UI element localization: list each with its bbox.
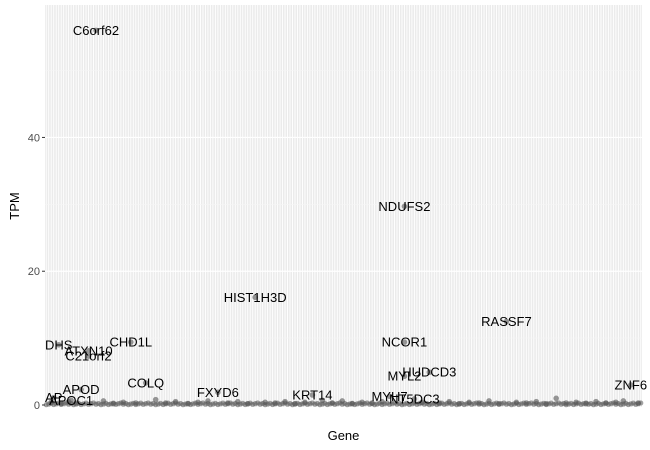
data-point bbox=[426, 369, 433, 376]
data-point bbox=[262, 399, 268, 406]
gene-label: ATXN10 bbox=[64, 343, 112, 358]
data-point bbox=[401, 203, 408, 210]
gene-label: CHD1L bbox=[110, 335, 153, 350]
data-point bbox=[349, 400, 356, 407]
data-point bbox=[319, 397, 326, 404]
data-point bbox=[339, 398, 346, 404]
gene-label: NT5DC3 bbox=[389, 391, 440, 406]
plot-panel bbox=[45, 5, 642, 407]
data-point bbox=[635, 400, 642, 406]
data-point bbox=[419, 399, 425, 406]
gene-label: DHS bbox=[45, 337, 73, 352]
data-point bbox=[100, 398, 107, 404]
data-point bbox=[503, 318, 510, 325]
gene-label: FXYD6 bbox=[197, 385, 239, 400]
data-point bbox=[142, 380, 149, 386]
data-point bbox=[120, 399, 127, 406]
data-point bbox=[379, 398, 385, 405]
data-point bbox=[620, 398, 627, 404]
data-point bbox=[543, 400, 550, 407]
data-point bbox=[85, 353, 92, 359]
data-point bbox=[282, 398, 288, 405]
y-tick-label: 0 bbox=[34, 400, 40, 412]
data-point bbox=[466, 399, 472, 406]
data-point bbox=[68, 397, 74, 404]
gene-label: RASSF7 bbox=[481, 314, 532, 329]
data-point bbox=[603, 400, 609, 406]
data-point bbox=[110, 400, 117, 407]
data-point bbox=[563, 400, 569, 406]
data-point bbox=[152, 396, 159, 403]
data-point bbox=[73, 400, 79, 406]
data-point bbox=[513, 399, 520, 406]
data-point bbox=[476, 400, 482, 406]
data-point bbox=[50, 394, 57, 401]
data-point bbox=[523, 400, 530, 406]
data-point bbox=[401, 373, 408, 380]
gene-label: NCOR1 bbox=[382, 335, 428, 350]
data-point bbox=[446, 398, 453, 405]
data-point bbox=[553, 395, 559, 402]
data-point bbox=[386, 393, 393, 400]
data-point bbox=[496, 400, 502, 407]
data-point bbox=[533, 398, 540, 405]
data-point bbox=[132, 400, 139, 406]
gene-label: C21orf2 bbox=[65, 349, 111, 364]
data-point bbox=[486, 398, 492, 404]
data-point bbox=[205, 398, 211, 404]
data-point bbox=[93, 27, 99, 34]
gene-label: APOD bbox=[63, 382, 100, 397]
data-point bbox=[85, 348, 92, 354]
gene-label: AP bbox=[45, 390, 62, 405]
data-point bbox=[401, 339, 408, 345]
gene-label: ZNF6 bbox=[615, 377, 648, 392]
data-point bbox=[225, 400, 231, 406]
data-point bbox=[302, 399, 308, 406]
data-point bbox=[58, 400, 64, 407]
data-point bbox=[309, 392, 316, 398]
y-axis-title: TPM bbox=[7, 192, 22, 219]
data-point bbox=[292, 400, 298, 407]
gene-label: HIST1H3D bbox=[224, 290, 287, 305]
data-point bbox=[369, 400, 375, 406]
gene-label: APOC1 bbox=[49, 393, 93, 408]
data-point bbox=[55, 341, 62, 348]
data-point bbox=[215, 389, 221, 396]
data-point bbox=[78, 386, 84, 393]
gene-label: KRT14 bbox=[292, 387, 332, 402]
y-axis: 0 20 40 bbox=[28, 132, 45, 412]
data-point bbox=[234, 398, 241, 405]
data-point bbox=[613, 399, 619, 406]
data-point bbox=[573, 399, 579, 406]
data-points bbox=[43, 27, 644, 408]
x-axis-title: Gene bbox=[328, 428, 360, 443]
data-point bbox=[162, 400, 169, 406]
data-point bbox=[172, 398, 179, 405]
data-point bbox=[272, 400, 278, 406]
data-point bbox=[195, 399, 201, 406]
data-point bbox=[628, 382, 634, 388]
gene-label: HUDCD3 bbox=[402, 365, 456, 380]
data-point bbox=[593, 398, 599, 405]
gene-label: NDUFS2 bbox=[378, 199, 430, 214]
point-labels: C6orf62 NDUFS2 HIST1H3D RASSF7 NCOR1 CHD1L DHS… bbox=[45, 23, 647, 408]
gene-label: MYH7 bbox=[371, 389, 407, 404]
data-point bbox=[583, 400, 589, 407]
data-point bbox=[128, 339, 134, 345]
data-point bbox=[329, 400, 336, 406]
data-point bbox=[252, 294, 258, 301]
data-point bbox=[244, 400, 251, 407]
gene-label: MYL2 bbox=[387, 369, 421, 384]
gene-label: C6orf62 bbox=[73, 23, 119, 38]
gene-label: COLQ bbox=[127, 375, 164, 390]
y-tick-label: 20 bbox=[28, 266, 40, 278]
data-point bbox=[359, 399, 365, 406]
data-point bbox=[411, 396, 418, 402]
y-tick-label: 40 bbox=[28, 132, 40, 144]
data-point bbox=[436, 400, 443, 406]
data-point bbox=[48, 399, 55, 406]
data-point bbox=[185, 400, 191, 407]
data-point bbox=[456, 400, 462, 407]
